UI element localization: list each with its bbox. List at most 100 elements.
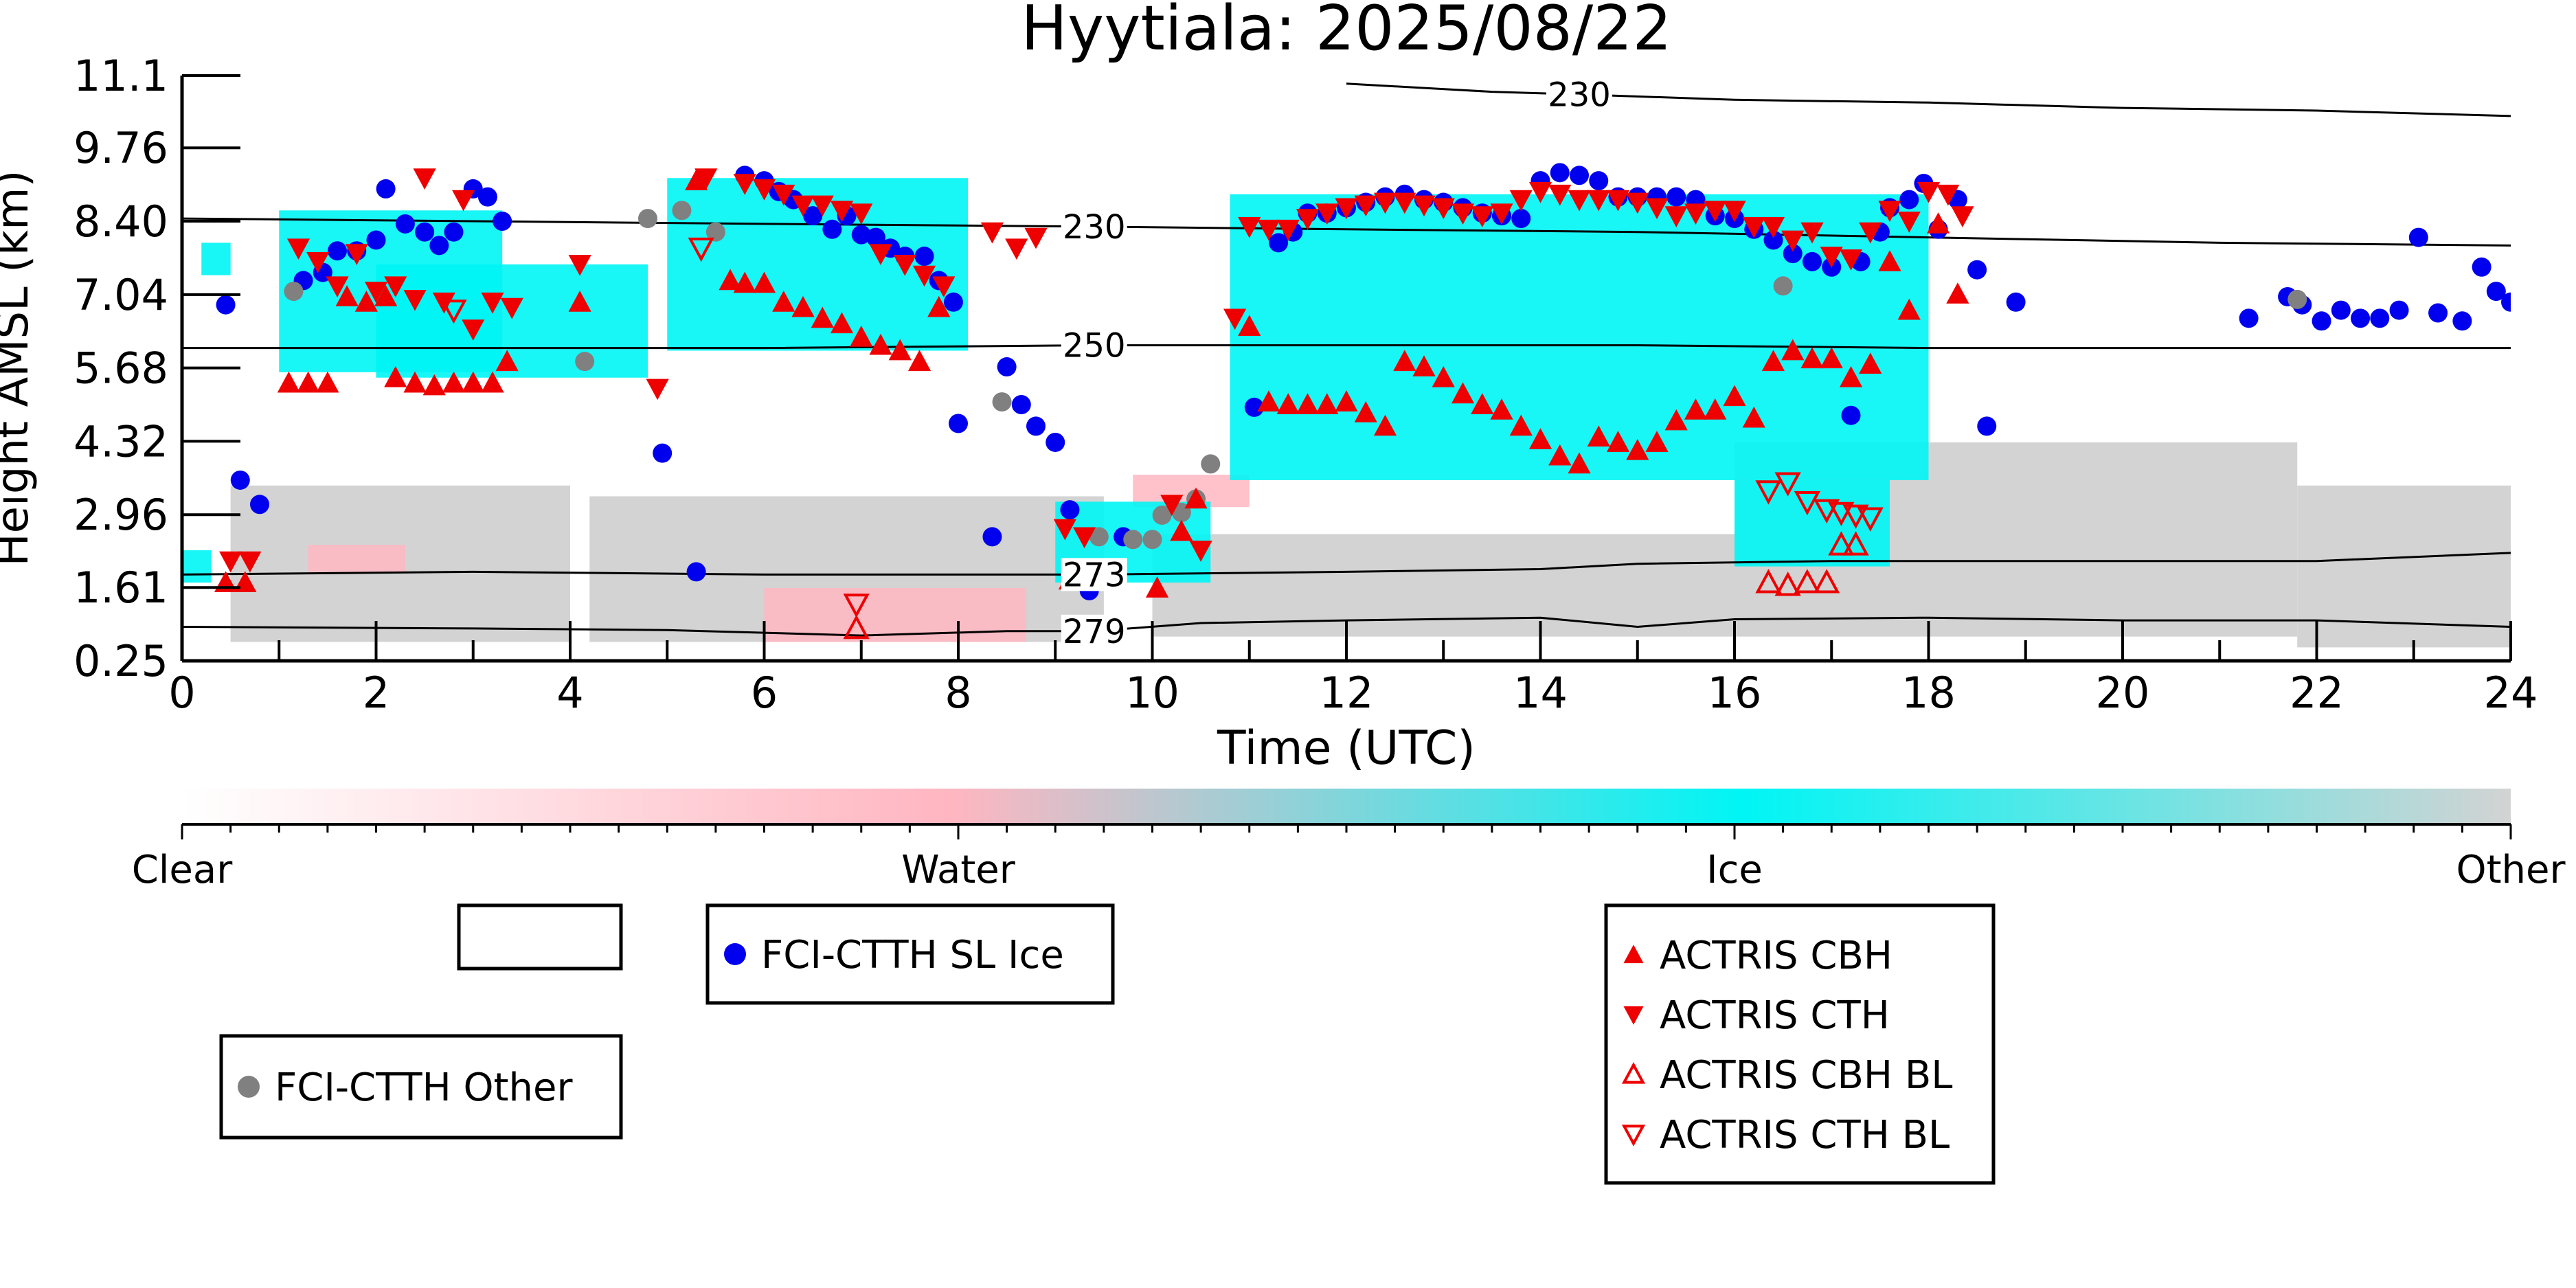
point-actris-cbh: [1335, 390, 1358, 411]
point-actris-cth: [1704, 201, 1727, 223]
point-fci-ctth-sl-ice: [2389, 300, 2409, 320]
point-actris-cbh-bl: [1814, 569, 1840, 594]
y-tick-label: 8.40: [74, 196, 168, 247]
x-tick-label: 22: [2290, 668, 2344, 718]
point-actris-cth: [1897, 212, 1921, 233]
point-fci-ctth-sl-ice: [1244, 397, 1264, 417]
point-actris-cth: [1645, 198, 1669, 220]
point-actris-cth: [869, 244, 892, 265]
contour-line: [182, 552, 2511, 576]
point-actris-cth: [1393, 192, 1416, 214]
legend-box: FCI-CTTH SL Ice: [705, 903, 1115, 1005]
point-fci-ctth-sl-ice: [2331, 300, 2351, 320]
legend-box: [457, 903, 623, 971]
point-fci-ctth-sl-ice: [493, 212, 512, 231]
point-actris-cbh: [384, 365, 407, 387]
point-fci-ctth-sl-ice: [444, 222, 464, 242]
point-fci-ctth-sl-ice: [1899, 190, 1919, 210]
point-actris-cth: [345, 244, 368, 265]
x-axis-label: Time (UTC): [1217, 721, 1476, 776]
legend-frame: [219, 1034, 623, 1140]
point-actris-cth: [568, 255, 591, 276]
point-actris-cbh: [568, 291, 591, 312]
point-actris-cbh: [1315, 393, 1339, 414]
plot-area: [182, 82, 2511, 648]
point-fci-ctth-other: [638, 209, 657, 229]
point-actris-cth: [694, 168, 718, 190]
series-actris-cth-bl: [440, 237, 1884, 618]
point-fci-ctth-sl-ice: [943, 292, 963, 312]
point-actris-cth: [1257, 219, 1280, 241]
contour-line: [182, 217, 2511, 247]
contour-label-bg: [1061, 614, 1127, 648]
point-actris-cbh: [1257, 390, 1280, 411]
x-tick-label: 24: [2484, 668, 2538, 718]
point-fci-ctth-sl-ice: [1026, 416, 1046, 436]
series-actris-cth: [219, 168, 1974, 573]
point-actris-cbh-bl: [1755, 569, 1782, 594]
point-fci-ctth-sl-ice: [376, 179, 396, 199]
point-actris-cbh: [297, 371, 320, 393]
y-tick-label: 11.1: [74, 51, 168, 101]
other-region: [1152, 534, 1735, 637]
y-tick-label: 2.96: [74, 490, 168, 540]
contour-label-bg: [1061, 210, 1127, 243]
point-fci-ctth-sl-ice: [2239, 308, 2259, 328]
point-fci-ctth-sl-ice: [2472, 257, 2492, 277]
point-actris-cbh: [1897, 298, 1921, 320]
point-fci-ctth-sl-ice: [914, 247, 934, 267]
legend-box: FCI-CTTH Other: [219, 1034, 623, 1140]
legend-label: FCI-CTTH Other: [275, 1065, 573, 1110]
point-actris-cth-bl: [1842, 504, 1869, 529]
point-actris-cbh: [1742, 406, 1765, 428]
chart-title: Hyytiala: 2025/08/22: [1021, 0, 1671, 65]
point-fci-ctth-other: [1152, 505, 1172, 525]
legend-marker: [238, 1076, 260, 1098]
point-actris-cth: [1490, 203, 1513, 225]
legend-frame: [705, 903, 1115, 1005]
point-fci-ctth-sl-ice: [1977, 416, 1997, 436]
point-actris-cth: [326, 276, 349, 298]
point-fci-ctth-other: [1201, 454, 1221, 474]
point-actris-cth-bl: [843, 594, 870, 618]
point-fci-ctth-sl-ice: [803, 206, 823, 226]
contour-label-bg: [1061, 558, 1127, 591]
axes: 0 2 4 6 8 10 12 14 16 18 20 22 240.251.612.964.325.6…: [74, 51, 2538, 718]
point-actris-cbh: [1184, 487, 1208, 509]
ice-region: [1230, 194, 1929, 480]
ice-region: [1735, 479, 1890, 567]
point-actris-cth: [481, 292, 504, 314]
point-actris-cbh: [374, 285, 398, 306]
colorbar-label: Water: [901, 848, 1016, 892]
point-actris-cbh: [869, 333, 892, 355]
x-tick-label: 0: [168, 668, 195, 718]
point-fci-ctth-other: [1123, 530, 1143, 550]
point-actris-cth: [893, 255, 916, 276]
legend-frame: [1604, 903, 1996, 1185]
y-tick-label: 5.68: [74, 343, 168, 394]
point-fci-ctth-sl-ice: [2452, 311, 2472, 331]
point-actris-cbh: [791, 295, 815, 317]
point-actris-cth: [1839, 249, 1863, 271]
point-actris-cth-bl: [688, 237, 714, 262]
point-actris-cth-bl: [1857, 507, 1884, 532]
ice-region: [201, 242, 231, 275]
contour-label-bg: [1546, 78, 1612, 111]
contour-label: 273: [1063, 556, 1126, 594]
point-fci-ctth-sl-ice: [982, 527, 1002, 547]
point-fci-ctth-other: [1142, 530, 1162, 550]
point-actris-cbh: [1296, 393, 1320, 414]
point-fci-ctth-sl-ice: [1269, 233, 1289, 253]
y-tick-label: 7.04: [74, 270, 168, 320]
point-actris-cth: [646, 379, 669, 400]
point-actris-cth: [1761, 217, 1785, 238]
point-actris-cbh: [733, 271, 756, 293]
contour-label: 230: [1063, 208, 1126, 247]
point-actris-cth: [413, 168, 436, 190]
point-actris-cth: [1723, 201, 1746, 223]
point-actris-cbh: [1927, 212, 1950, 234]
point-actris-cbh: [1820, 347, 1843, 369]
point-actris-cbh: [442, 371, 466, 393]
point-actris-cbh: [1373, 414, 1397, 436]
